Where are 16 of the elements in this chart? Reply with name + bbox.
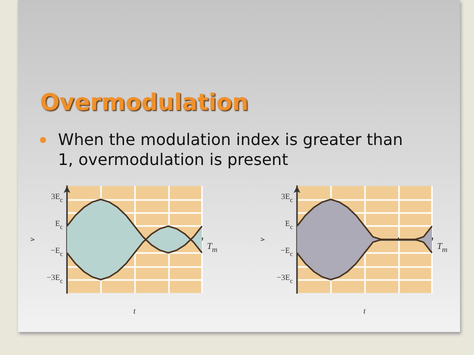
text: T$_{m}$ [437,240,448,254]
y-tick-label: E$_{c}$ [285,219,293,233]
text: When the modulation index is greater than 1, overmodulation is present [58,130,404,170]
x-axis-title: t [363,306,366,316]
y-tick-label: −3E$_{c}$ [276,272,293,286]
y-tick-label: 3E$_{c}$ [281,192,293,206]
y-axis-title: v [28,237,36,242]
text: Overmodulation [40,90,249,116]
y-tick-label: E$_{c}$ [55,219,63,233]
y-tick-label: −E$_{c}$ [50,246,63,260]
text: T$_{m}$ [207,240,218,254]
x-axis-title: t [133,306,136,316]
y-tick-label: −E$_{c}$ [280,246,293,260]
y-axis-title: v [258,237,266,242]
y-tick-label: 3E$_{c}$ [51,192,63,206]
y-tick-label: −3E$_{c}$ [46,272,63,286]
